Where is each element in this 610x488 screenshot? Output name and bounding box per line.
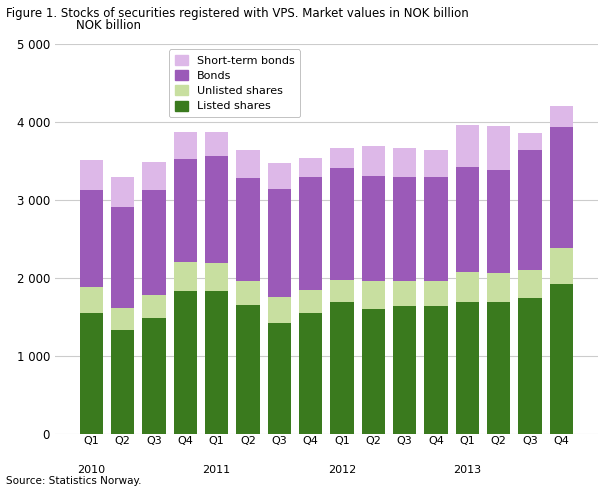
Bar xyxy=(174,262,197,291)
Legend: Short-term bonds, Bonds, Unlisted shares, Listed shares: Short-term bonds, Bonds, Unlisted shares… xyxy=(169,49,300,117)
Bar xyxy=(518,150,542,269)
Bar xyxy=(299,290,323,312)
Bar xyxy=(487,302,511,434)
Bar xyxy=(111,308,134,330)
Bar xyxy=(268,189,291,297)
Bar xyxy=(393,148,417,178)
Bar xyxy=(550,248,573,284)
Bar xyxy=(79,160,103,190)
Bar xyxy=(456,272,479,302)
Bar xyxy=(79,190,103,287)
Bar xyxy=(174,132,197,159)
Text: Source: Statistics Norway.: Source: Statistics Norway. xyxy=(6,476,142,486)
Bar xyxy=(425,177,448,281)
Text: NOK billion: NOK billion xyxy=(76,19,141,32)
Bar xyxy=(456,125,479,166)
Bar xyxy=(299,178,323,290)
Bar xyxy=(518,298,542,434)
Bar xyxy=(299,312,323,434)
Bar xyxy=(111,177,134,207)
Bar xyxy=(205,132,228,156)
Bar xyxy=(236,281,260,305)
Bar xyxy=(268,297,291,324)
Bar xyxy=(393,281,417,306)
Bar xyxy=(518,133,542,150)
Bar xyxy=(205,156,228,264)
Bar xyxy=(487,126,511,170)
Bar xyxy=(487,170,511,273)
Bar xyxy=(393,306,417,434)
Bar xyxy=(362,309,385,434)
Bar xyxy=(425,150,448,177)
Bar xyxy=(142,162,166,190)
Bar xyxy=(362,176,385,281)
Text: 2012: 2012 xyxy=(328,465,356,475)
Bar xyxy=(111,207,134,308)
Text: 2010: 2010 xyxy=(77,465,106,475)
Bar xyxy=(330,280,354,303)
Bar xyxy=(174,291,197,434)
Bar xyxy=(236,305,260,434)
Bar xyxy=(487,273,511,302)
Bar xyxy=(236,178,260,281)
Bar xyxy=(79,312,103,434)
Bar xyxy=(330,148,354,168)
Bar xyxy=(236,150,260,178)
Text: 2011: 2011 xyxy=(203,465,231,475)
Bar xyxy=(393,178,417,281)
Bar xyxy=(550,127,573,248)
Bar xyxy=(142,295,166,318)
Text: 2013: 2013 xyxy=(453,465,481,475)
Text: Figure 1. Stocks of securities registered with VPS. Market values in NOK billion: Figure 1. Stocks of securities registere… xyxy=(6,7,469,20)
Bar xyxy=(111,330,134,434)
Bar xyxy=(362,146,385,176)
Bar xyxy=(205,291,228,434)
Bar xyxy=(425,306,448,434)
Bar xyxy=(268,324,291,434)
Bar xyxy=(518,269,542,298)
Bar xyxy=(142,318,166,434)
Bar xyxy=(299,158,323,178)
Bar xyxy=(425,281,448,306)
Bar xyxy=(456,166,479,272)
Bar xyxy=(330,303,354,434)
Bar xyxy=(550,105,573,127)
Bar xyxy=(330,168,354,280)
Bar xyxy=(205,264,228,291)
Bar xyxy=(142,190,166,295)
Bar xyxy=(362,281,385,309)
Bar xyxy=(456,302,479,434)
Bar xyxy=(174,159,197,262)
Bar xyxy=(550,284,573,434)
Bar xyxy=(268,163,291,189)
Bar xyxy=(79,287,103,312)
